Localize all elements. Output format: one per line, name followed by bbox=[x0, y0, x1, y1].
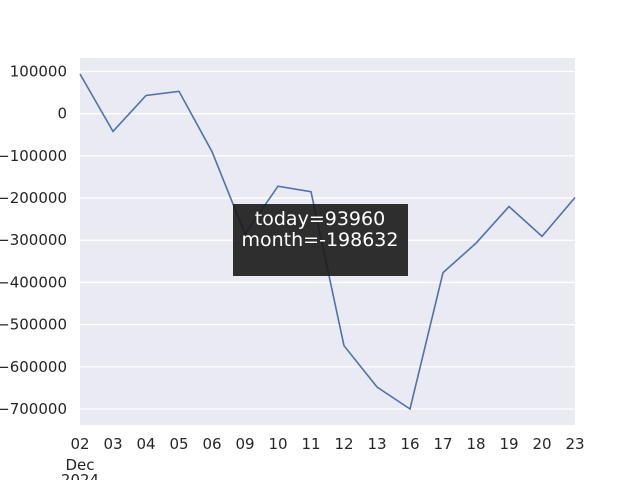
x-tick-label: 16 bbox=[400, 435, 419, 453]
y-axis-ticks: 100000 0 −100000 −200000 −300000 −400000 −5000… bbox=[0, 62, 67, 417]
x-tick-label: 19 bbox=[499, 435, 518, 453]
x-tick-label: 05 bbox=[169, 435, 188, 453]
x-tick-label: 12 bbox=[334, 435, 353, 453]
x-tick-label: 13 bbox=[367, 435, 386, 453]
x-tick-label: 10 bbox=[268, 435, 287, 453]
tooltip-line-today: today=93960 bbox=[255, 208, 385, 230]
x-tick-label: 18 bbox=[466, 435, 485, 453]
x-tick-sublabel: 2024 bbox=[61, 471, 99, 480]
y-tick-label: −400000 bbox=[0, 273, 67, 291]
x-tick-label: 17 bbox=[433, 435, 452, 453]
hover-tooltip: today=93960 month=-198632 bbox=[233, 204, 408, 276]
y-tick-label: −100000 bbox=[0, 147, 67, 165]
y-tick-label: −700000 bbox=[0, 400, 67, 418]
y-tick-label: −300000 bbox=[0, 231, 67, 249]
y-tick-label: 100000 bbox=[10, 62, 67, 80]
x-tick-label: 09 bbox=[235, 435, 254, 453]
y-tick-label: 0 bbox=[57, 105, 67, 123]
x-tick-label: 11 bbox=[301, 435, 320, 453]
grid-lines bbox=[80, 70, 575, 410]
x-tick-label: 23 bbox=[565, 435, 584, 453]
x-tick-label: 06 bbox=[202, 435, 221, 453]
x-tick-label: 02 bbox=[70, 435, 89, 453]
tooltip-box bbox=[233, 204, 408, 276]
x-tick-label: 04 bbox=[136, 435, 155, 453]
y-tick-label: −600000 bbox=[0, 358, 67, 376]
x-tick-sublabel: Dec bbox=[65, 456, 94, 474]
y-tick-label: −500000 bbox=[0, 316, 67, 334]
y-tick-label: −200000 bbox=[0, 189, 67, 207]
tooltip-line-month: month=-198632 bbox=[242, 229, 399, 251]
x-tick-label: 20 bbox=[532, 435, 551, 453]
x-tick-label: 03 bbox=[103, 435, 122, 453]
